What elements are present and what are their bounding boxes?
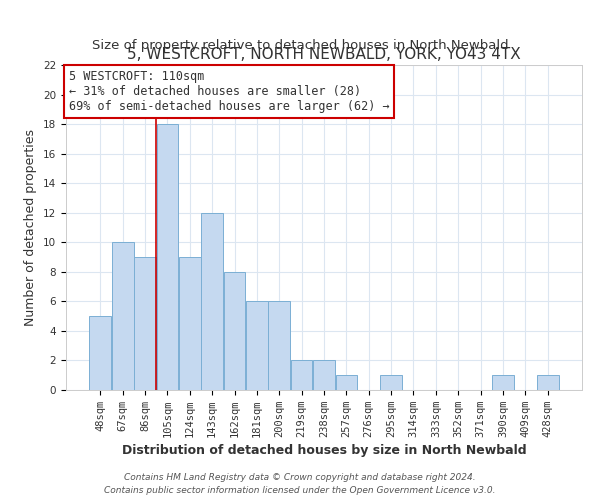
Bar: [313, 360, 335, 390]
Bar: [112, 242, 134, 390]
Bar: [291, 360, 313, 390]
Bar: [157, 124, 178, 390]
Y-axis label: Number of detached properties: Number of detached properties: [25, 129, 37, 326]
Bar: [224, 272, 245, 390]
Text: 5 WESTCROFT: 110sqm
← 31% of detached houses are smaller (28)
69% of semi-detach: 5 WESTCROFT: 110sqm ← 31% of detached ho…: [68, 70, 389, 113]
Bar: [268, 302, 290, 390]
Bar: [202, 212, 223, 390]
Bar: [537, 375, 559, 390]
Bar: [179, 257, 200, 390]
Text: Size of property relative to detached houses in North Newbald: Size of property relative to detached ho…: [92, 40, 508, 52]
Bar: [380, 375, 402, 390]
Bar: [335, 375, 357, 390]
Title: 5, WESTCROFT, NORTH NEWBALD, YORK, YO43 4TX: 5, WESTCROFT, NORTH NEWBALD, YORK, YO43 …: [127, 48, 521, 62]
Bar: [89, 316, 111, 390]
Bar: [246, 302, 268, 390]
Bar: [134, 257, 156, 390]
X-axis label: Distribution of detached houses by size in North Newbald: Distribution of detached houses by size …: [122, 444, 526, 457]
Text: Contains HM Land Registry data © Crown copyright and database right 2024.
Contai: Contains HM Land Registry data © Crown c…: [104, 473, 496, 495]
Bar: [492, 375, 514, 390]
